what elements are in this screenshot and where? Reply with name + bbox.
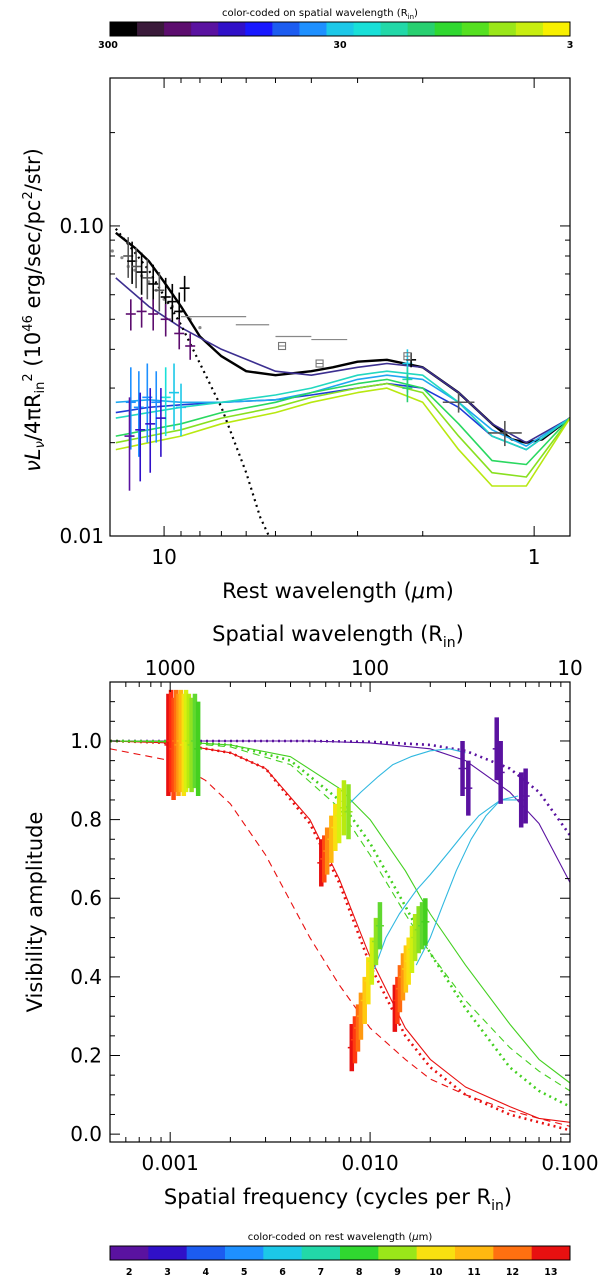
bottom-colorbar-cell [110, 1246, 149, 1260]
sed-series-line [115, 378, 570, 466]
top-colorbar-cell [245, 22, 273, 36]
bottom-colorbar: color-coded on rest wavelength (μm) 2 3 4 5… [109, 1232, 571, 1278]
top-colorbar-cell [191, 22, 219, 36]
bottom-colorbar-tick: 7 [318, 1267, 325, 1278]
sed-panel: 10 1 0.01 0.10 Rest wavelength (μm) νLν/4πR… [21, 77, 571, 603]
bottom-colorbar-title: color-coded on rest wavelength (μm) [248, 1232, 433, 1243]
vis-top-tick-label: 100 [351, 656, 389, 680]
vis-series-line [373, 799, 519, 970]
top-colorbar-cell [380, 22, 409, 36]
top-colorbar-tick-3: 3 [567, 40, 574, 51]
vis-series-line [344, 748, 466, 809]
sed-y-axis-label: νLν/4πRin2 (1046 erg/sec/pc2/str) [21, 148, 48, 472]
top-colorbar-cell [515, 22, 544, 36]
vis-x-tick-label: 0.001 [142, 1151, 199, 1175]
bottom-colorbar-cell [340, 1246, 379, 1260]
sed-series-line [115, 231, 570, 444]
vis-series-line [110, 740, 570, 1084]
bottom-colorbar-tick: 4 [203, 1267, 210, 1278]
top-colorbar-cell [218, 22, 246, 36]
vis-x-axis-label: Spatial frequency (cycles per Rin) [164, 1185, 512, 1214]
bottom-colorbar-tick: 8 [356, 1267, 363, 1278]
bottom-colorbar-tick: 5 [241, 1267, 248, 1278]
sed-y-tick-label: 0.10 [59, 214, 104, 238]
bottom-colorbar-cell [493, 1246, 533, 1260]
top-colorbar-tick-300: 300 [98, 40, 118, 51]
bottom-colorbar-cell [531, 1246, 571, 1260]
vis-y-tick-label: 0.8 [70, 808, 102, 832]
sed-spectrum-point [110, 249, 114, 253]
sed-series-line [115, 387, 570, 487]
sed-plot-frame [109, 77, 571, 537]
top-colorbar-tick-30: 30 [333, 40, 347, 51]
vis-x-tick-label: 0.100 [541, 1151, 598, 1175]
top-colorbar: color-coded on spatial wavelength (Rin) … [98, 8, 573, 51]
bottom-colorbar-tick: 10 [429, 1267, 443, 1278]
top-colorbar-cell [461, 22, 490, 36]
bottom-colorbar-cell [416, 1246, 456, 1260]
vis-top-axis-label: Spatial wavelength (Rin) [212, 622, 464, 651]
sed-spectrum-point [120, 256, 124, 260]
top-colorbar-cell [353, 22, 382, 36]
top-colorbar-cell [542, 22, 571, 36]
bottom-colorbar-cell [186, 1246, 226, 1260]
vis-series-line [110, 748, 570, 1127]
vis-plot-frame [109, 681, 571, 1143]
vis-y-tick-label: 0.4 [70, 965, 102, 989]
bottom-colorbar-tick: 3 [164, 1267, 171, 1278]
top-colorbar-title: color-coded on spatial wavelength (Rin) [222, 8, 418, 21]
sed-x-tick-label: 10 [151, 545, 176, 569]
bottom-colorbar-cell [148, 1246, 188, 1260]
top-colorbar-cell [299, 22, 327, 36]
top-colorbar-cell [110, 22, 138, 36]
bottom-colorbar-tick: 6 [279, 1267, 286, 1278]
sed-y-tick-label: 0.01 [59, 524, 104, 548]
bottom-colorbar-cell [378, 1246, 418, 1260]
bottom-colorbar-cell [225, 1246, 264, 1260]
top-colorbar-cell [326, 22, 355, 36]
vis-top-tick-label: 1000 [145, 656, 196, 680]
vis-series-line [110, 740, 570, 883]
top-colorbar-cell [137, 22, 165, 36]
bottom-colorbar-cell [263, 1246, 303, 1260]
top-colorbar-cell [407, 22, 436, 36]
vis-series-line [110, 740, 570, 1092]
top-colorbar-cell [488, 22, 517, 36]
sed-series-line [114, 228, 271, 536]
vis-series-line [415, 795, 519, 966]
bottom-colorbar-tick: 12 [506, 1267, 519, 1278]
bottom-colorbar-cell [301, 1246, 341, 1260]
bottom-colorbar-tick: 13 [544, 1267, 557, 1278]
vis-y-tick-label: 0.0 [70, 1122, 102, 1146]
vis-top-tick-label: 10 [557, 656, 582, 680]
vis-y-tick-label: 0.2 [70, 1044, 102, 1068]
vis-x-tick-label: 0.010 [341, 1151, 398, 1175]
vis-y-tick-label: 1.0 [70, 729, 102, 753]
bottom-colorbar-cell [455, 1246, 494, 1260]
sed-x-axis-label: Rest wavelength (μm) [222, 579, 454, 603]
vis-y-axis-label: Visibility amplitude [23, 812, 47, 1013]
top-colorbar-cell [164, 22, 192, 36]
bottom-colorbar-tick: 2 [126, 1267, 133, 1278]
top-colorbar-cell [434, 22, 463, 36]
sed-spectrum-point [198, 326, 202, 330]
top-colorbar-cell [272, 22, 300, 36]
bottom-colorbar-tick: 9 [394, 1267, 401, 1278]
bottom-colorbar-tick: 11 [468, 1267, 481, 1278]
sed-x-tick-label: 1 [528, 545, 541, 569]
vis-y-tick-label: 0.6 [70, 886, 102, 910]
visibility-panel: Spatial wavelength (Rin) 0.001 0.010 0.100… [23, 622, 599, 1214]
sed-series-line [115, 277, 570, 444]
